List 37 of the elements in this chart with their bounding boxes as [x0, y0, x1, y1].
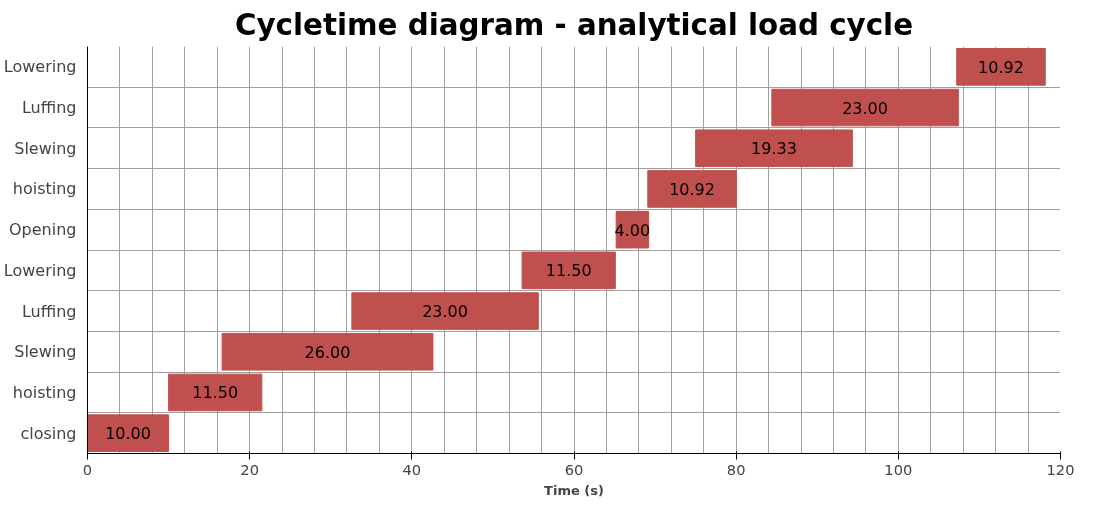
y-tick-label: Opening	[9, 220, 77, 240]
y-tick-label: Lowering	[3, 57, 77, 77]
y-tick-label: Luffing	[21, 301, 77, 321]
y-tick-label: hoisting	[12, 179, 77, 199]
bar	[647, 170, 737, 208]
x-tick-label: 40	[402, 460, 422, 478]
y-tick-label: Slewing	[14, 342, 77, 362]
x-tick-label: 80	[726, 460, 746, 478]
y-tick-label: Luffing	[21, 98, 77, 118]
data-label: 10.92	[978, 57, 1024, 77]
x-tick-label: 120	[1046, 460, 1075, 478]
data-label: 11.50	[545, 261, 592, 281]
data-label: 11.50	[192, 383, 239, 403]
chart-title: Cycletime diagram - analytical load cycle	[234, 7, 914, 42]
data-label: 23.00	[842, 98, 888, 118]
bar	[956, 48, 1046, 86]
data-label: 19.33	[751, 139, 797, 159]
data-label: 10.92	[669, 179, 715, 199]
bar	[771, 88, 959, 127]
y-tick-label: hoisting	[12, 382, 77, 402]
y-tick-label: Lowering	[3, 260, 77, 280]
data-label: 26.00	[304, 342, 351, 362]
y-tick-label: closing	[20, 423, 77, 443]
data-label: 23.00	[422, 302, 468, 322]
x-tick-label: 20	[240, 460, 259, 478]
data-label: 10.00	[105, 424, 151, 444]
x-tick-label: 0	[82, 460, 93, 478]
x-tick-label: 100	[884, 460, 913, 478]
bar	[521, 251, 616, 290]
y-tick-label: Slewing	[14, 138, 77, 158]
bar	[168, 373, 263, 412]
bar	[351, 292, 539, 330]
bar	[87, 414, 170, 452]
x-axis-title: Time (s)	[544, 482, 604, 498]
bar	[221, 332, 434, 371]
bar	[695, 129, 853, 168]
x-tick-label: 60	[564, 460, 584, 478]
